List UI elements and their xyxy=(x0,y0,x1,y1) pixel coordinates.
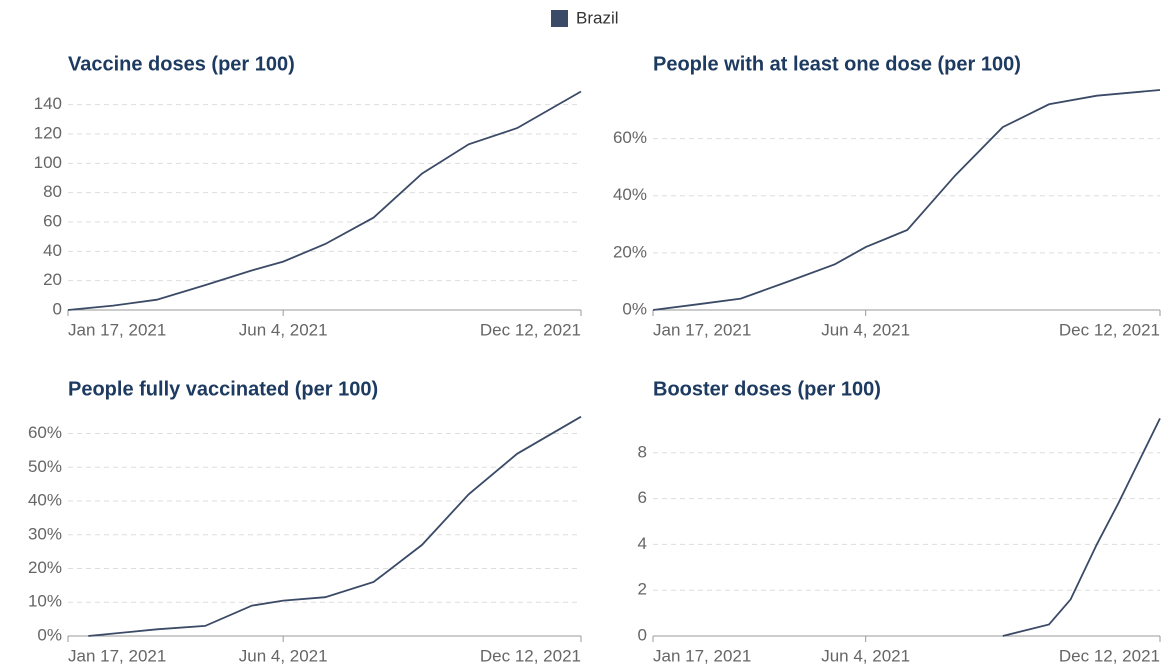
y-tick-label: 20% xyxy=(28,558,62,577)
y-tick-label: 0 xyxy=(53,299,62,318)
y-tick-label: 40 xyxy=(43,241,62,260)
y-tick-label: 80 xyxy=(43,182,62,201)
y-tick-label: 0 xyxy=(638,625,647,644)
x-tick-label: Jun 4, 2021 xyxy=(821,646,910,665)
y-tick-label: 20 xyxy=(43,270,62,289)
x-tick-label: Dec 12, 2021 xyxy=(480,320,581,339)
x-tick-label: Jan 17, 2021 xyxy=(653,646,751,665)
y-tick-label: 60% xyxy=(28,423,62,442)
y-tick-label: 0% xyxy=(37,625,62,644)
y-tick-label: 40% xyxy=(613,185,647,204)
y-tick-label: 50% xyxy=(28,457,62,476)
legend-label: Brazil xyxy=(576,8,619,27)
chart-title: Vaccine doses (per 100) xyxy=(68,53,295,75)
chart-title: People fully vaccinated (per 100) xyxy=(68,378,378,400)
line xyxy=(652,89,1161,311)
x-tick-label: Jan 17, 2021 xyxy=(68,646,166,665)
y-tick-label: 40% xyxy=(28,491,62,510)
x-tick-label: Dec 12, 2021 xyxy=(480,646,581,665)
line xyxy=(1002,418,1161,637)
x-tick-label: Dec 12, 2021 xyxy=(1059,646,1160,665)
x-tick-label: Jan 17, 2021 xyxy=(68,320,166,339)
line xyxy=(88,415,582,637)
x-tick-label: Jun 4, 2021 xyxy=(821,320,910,339)
line xyxy=(67,90,582,311)
chart-title: Booster doses (per 100) xyxy=(653,378,881,400)
y-tick-label: 4 xyxy=(638,534,647,553)
y-tick-label: 2 xyxy=(638,580,647,599)
y-tick-label: 0% xyxy=(622,299,647,318)
y-tick-label: 6 xyxy=(638,488,647,507)
chart-title: People with at least one dose (per 100) xyxy=(653,53,1021,75)
y-tick-label: 60% xyxy=(613,128,647,147)
y-tick-label: 8 xyxy=(638,442,647,461)
y-tick-label: 120 xyxy=(34,123,62,142)
x-tick-label: Jun 4, 2021 xyxy=(239,320,328,339)
y-tick-label: 10% xyxy=(28,592,62,611)
x-tick-label: Jan 17, 2021 xyxy=(653,320,751,339)
y-tick-label: 60 xyxy=(43,211,62,230)
y-tick-label: 30% xyxy=(28,524,62,543)
y-tick-label: 140 xyxy=(34,94,62,113)
x-tick-label: Jun 4, 2021 xyxy=(239,646,328,665)
y-tick-label: 100 xyxy=(34,153,62,172)
x-tick-label: Dec 12, 2021 xyxy=(1059,320,1160,339)
legend-swatch xyxy=(551,10,568,27)
y-tick-label: 20% xyxy=(613,242,647,261)
